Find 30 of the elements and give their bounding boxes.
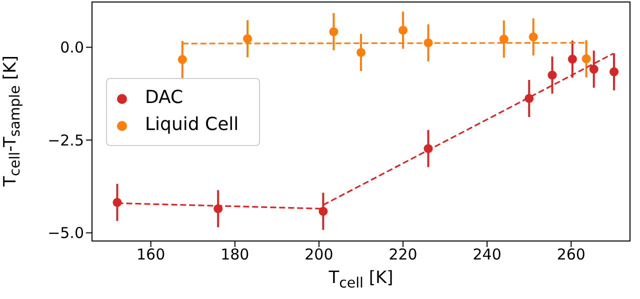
point <box>568 54 577 64</box>
point <box>424 144 433 154</box>
x-tick-label: 180 <box>220 246 250 264</box>
point <box>214 204 223 214</box>
point <box>610 67 619 76</box>
x-tick-label: 240 <box>472 246 502 264</box>
point <box>589 64 598 74</box>
y-tick-label: −2.5 <box>48 131 84 150</box>
point <box>318 206 328 216</box>
x-axis-title: T$_{cell}$ [K] <box>328 268 394 292</box>
x-tick-label: 200 <box>304 246 334 264</box>
point <box>329 27 338 36</box>
legend-label: DAC <box>145 87 184 108</box>
y-tick-label: −5.0 <box>48 224 84 242</box>
point <box>243 34 252 44</box>
point <box>398 26 408 35</box>
x-tick-label: 160 <box>136 246 166 264</box>
x-tick-label: 220 <box>388 246 418 264</box>
legend-label: Liquid Cell <box>145 114 239 135</box>
point <box>424 38 433 48</box>
point <box>524 94 534 103</box>
point <box>178 55 187 64</box>
point <box>356 48 366 57</box>
point <box>112 198 122 207</box>
point <box>548 70 557 80</box>
point <box>499 34 508 44</box>
point <box>582 54 591 64</box>
point <box>528 32 538 42</box>
x-tick-label: 260 <box>556 246 586 264</box>
y-tick-label: 0.0 <box>60 38 84 57</box>
